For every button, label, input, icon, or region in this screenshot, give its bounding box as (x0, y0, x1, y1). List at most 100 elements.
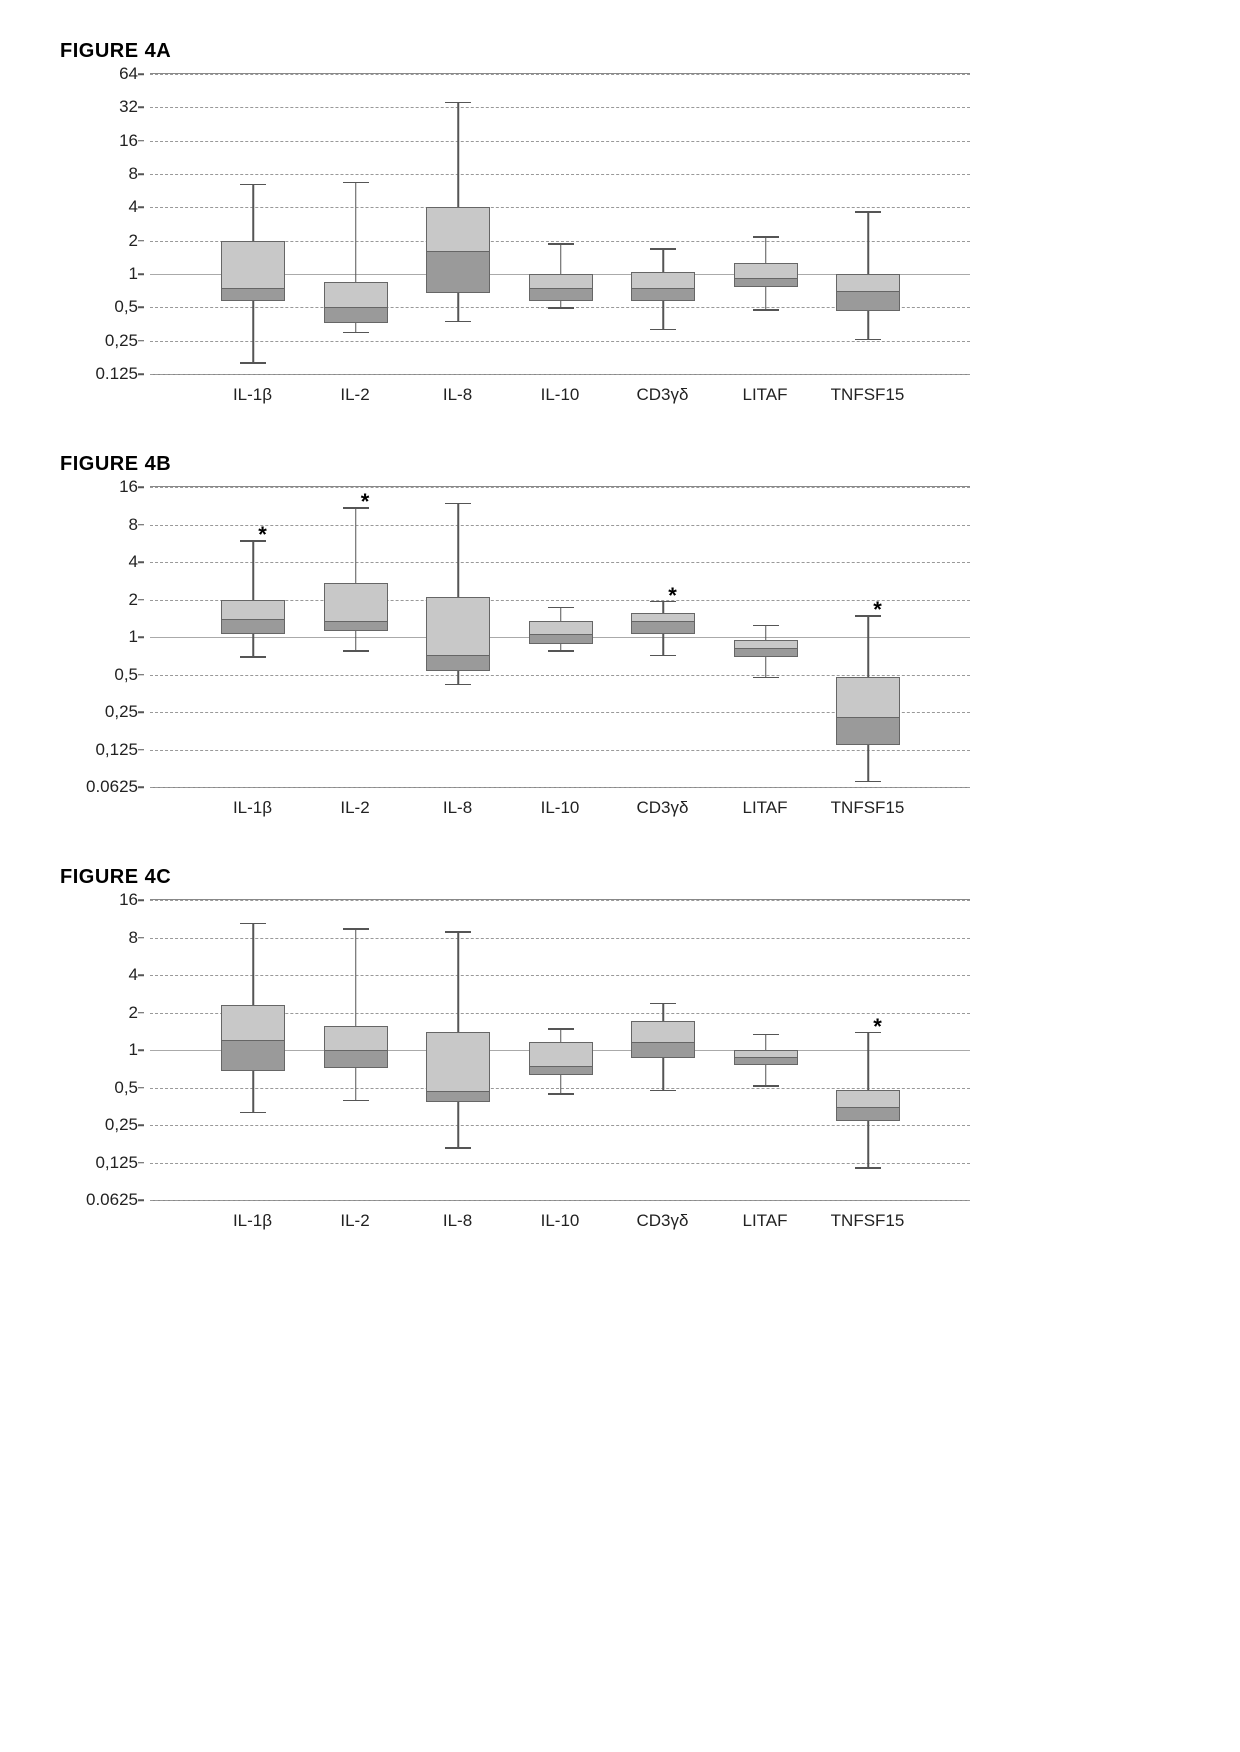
box-lower (529, 288, 593, 301)
y-tick-label: 1 (129, 264, 138, 284)
whisker-cap-top (548, 243, 574, 245)
whisker-cap-top (650, 1003, 676, 1005)
boxplot-box (458, 487, 459, 787)
whisker-cap-bottom (548, 1093, 574, 1095)
y-tick (138, 240, 144, 242)
box-lower (836, 291, 900, 311)
significance-star-icon: * (873, 597, 882, 623)
whisker-cap-bottom (240, 362, 266, 364)
y-tick-label: 0.0625 (86, 777, 138, 797)
y-tick (138, 1012, 144, 1014)
x-tick-label: IL-8 (443, 798, 472, 818)
significance-star-icon: * (258, 522, 267, 548)
y-tick (138, 273, 144, 275)
y-tick (138, 599, 144, 601)
y-tick-label: 0,125 (95, 1153, 138, 1173)
whisker-cap-top (343, 928, 369, 930)
y-tick-label: 16 (119, 890, 138, 910)
whisker-cap-top (445, 102, 471, 104)
whisker-cap-bottom (650, 329, 676, 331)
x-tick-label: IL-2 (340, 385, 369, 405)
box-upper (426, 207, 490, 253)
y-tick-label: 16 (119, 477, 138, 497)
whisker-cap-top (445, 503, 471, 505)
boxplot-box (458, 900, 459, 1200)
plot-area: 0.06250,1250,250,5124816* (150, 899, 970, 1201)
x-tick-label: CD3γδ (637, 1211, 689, 1231)
y-tick (138, 373, 144, 375)
whisker-cap-bottom (343, 1100, 369, 1102)
y-tick-label: 32 (119, 97, 138, 117)
whisker-cap-top (343, 182, 369, 184)
boxplot-box (765, 487, 766, 787)
boxplot-box: * (868, 900, 869, 1200)
y-tick (138, 173, 144, 175)
whisker-cap-top (650, 248, 676, 250)
box-lower (426, 251, 490, 293)
y-tick-label: 8 (129, 164, 138, 184)
box-lower (221, 619, 285, 634)
chart-wrap: 0.06250,1250,250,5124816****IL-1βIL-2IL-… (150, 486, 970, 828)
y-tick (138, 974, 144, 976)
y-tick-label: 16 (119, 131, 138, 151)
whisker-cap-top (753, 236, 779, 238)
whisker-cap-top (445, 931, 471, 933)
y-tick-label: 0.125 (95, 364, 138, 384)
boxplot-box: * (868, 487, 869, 787)
box-lower (529, 634, 593, 643)
figure-panel: FIGURE 4B 0.06250,1250,250,5124816****IL-… (60, 453, 1180, 828)
box-upper (631, 1021, 695, 1044)
chart-wrap: 0.06250,1250,250,5124816*IL-1βIL-2IL-8IL… (150, 899, 970, 1241)
y-tick (138, 107, 144, 109)
y-tick (138, 486, 144, 488)
y-tick (138, 1087, 144, 1089)
y-tick-label: 0,5 (114, 1078, 138, 1098)
significance-star-icon: * (873, 1014, 882, 1040)
box-lower (631, 621, 695, 634)
whisker-cap-bottom (445, 1147, 471, 1149)
y-tick-label: 2 (129, 590, 138, 610)
box-lower (324, 621, 388, 632)
whisker-cap-bottom (753, 1085, 779, 1087)
y-tick-label: 1 (129, 1040, 138, 1060)
x-axis: IL-1βIL-2IL-8IL-10CD3γδLITAFTNFSF15 (150, 1201, 970, 1241)
whisker-line (252, 540, 254, 656)
x-tick-label: IL-10 (541, 798, 580, 818)
whisker-cap-top (548, 607, 574, 609)
box-upper (324, 583, 388, 623)
significance-star-icon: * (668, 583, 677, 609)
whisker-cap-bottom (650, 655, 676, 657)
whisker-cap-bottom (445, 684, 471, 686)
y-tick-label: 8 (129, 515, 138, 535)
y-tick (138, 674, 144, 676)
boxplot-box: * (253, 487, 254, 787)
x-tick-label: LITAF (742, 798, 787, 818)
box-upper (529, 1042, 593, 1067)
box-lower (221, 1040, 285, 1071)
box-lower (324, 1050, 388, 1068)
whisker-cap-top (240, 923, 266, 925)
boxplot-box (765, 74, 766, 374)
y-tick-label: 4 (129, 197, 138, 217)
whisker-cap-bottom (753, 309, 779, 311)
boxplot-box (663, 900, 664, 1200)
figure-panel: FIGURE 4A0.1250,250,51248163264IL-1βIL-2… (60, 40, 1180, 415)
whisker-cap-bottom (548, 650, 574, 652)
x-tick-label: LITAF (742, 1211, 787, 1231)
whisker-cap-bottom (855, 339, 881, 341)
y-tick (138, 1049, 144, 1051)
y-tick (138, 73, 144, 75)
y-tick (138, 307, 144, 309)
x-tick-label: IL-1β (233, 385, 272, 405)
boxplot-box (868, 74, 869, 374)
box-lower (221, 288, 285, 301)
boxplot-box (253, 74, 254, 374)
whisker-cap-bottom (240, 656, 266, 658)
y-tick (138, 207, 144, 209)
boxplot-box (355, 900, 356, 1200)
whisker-cap-bottom (855, 781, 881, 783)
y-tick-label: 0,25 (105, 702, 138, 722)
figure-title: FIGURE 4B (60, 453, 1180, 476)
box-upper (426, 1032, 490, 1093)
boxplot-box (253, 900, 254, 1200)
